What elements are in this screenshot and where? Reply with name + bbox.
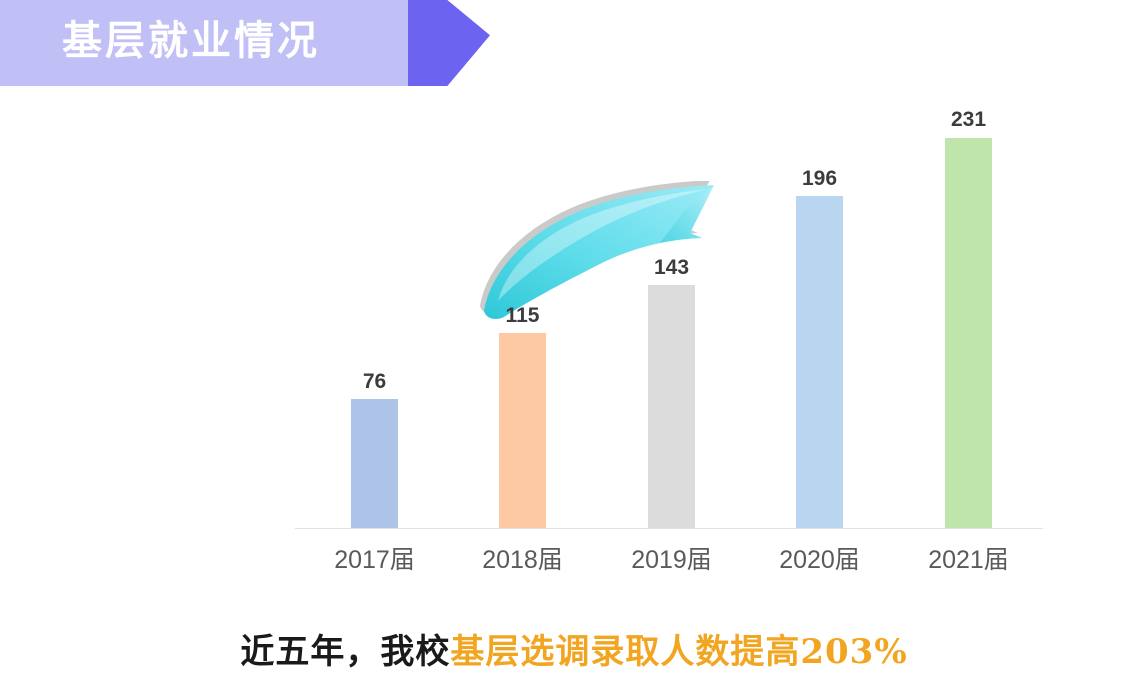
category-label: 2021届	[928, 546, 1009, 574]
bar-rect[interactable]	[351, 399, 398, 528]
bar-value-label: 231	[950, 108, 987, 131]
caption-highlight-text: 基层选调录取人数提高203%	[450, 632, 908, 672]
chart-axis-line	[295, 528, 1043, 529]
bar-value-label: 196	[801, 167, 838, 190]
category-label: 2019届	[631, 546, 712, 574]
bar-rect[interactable]	[648, 285, 695, 528]
category-label: 2018届	[482, 546, 563, 574]
page-title: 基层就业情况	[62, 17, 320, 64]
bar-value-label: 143	[653, 256, 690, 279]
bar-value-label: 76	[362, 370, 387, 393]
bar-rect[interactable]	[796, 196, 843, 528]
caption-lead-text: 近五年，我校	[240, 632, 451, 672]
bar-value-label: 115	[505, 304, 540, 327]
header-banner: 基层就业情况	[0, 0, 490, 86]
category-label: 2020届	[779, 546, 860, 574]
bar-rect[interactable]	[945, 138, 992, 528]
banner-arrow-shape	[408, 0, 490, 86]
banner-background-bar	[0, 0, 408, 86]
bar-rect[interactable]	[499, 333, 546, 528]
growth-arrow-icon	[474, 180, 726, 321]
bar-chart: 76 2017届 115 2018届 143 2019届 196 2020届 2…	[0, 86, 1148, 596]
chart-caption: 近五年，我校基层选调录取人数提高203%	[0, 624, 1148, 673]
category-label: 2017届	[334, 546, 415, 574]
